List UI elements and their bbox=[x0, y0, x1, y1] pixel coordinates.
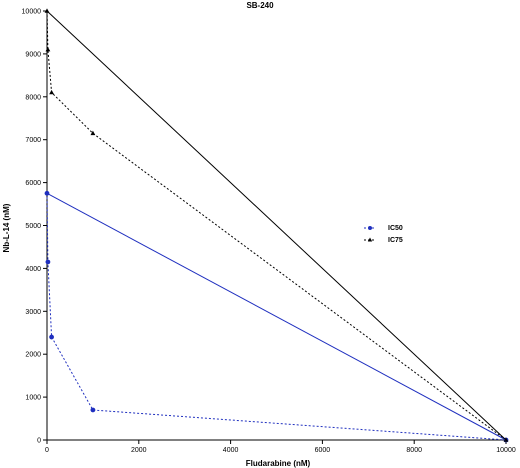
ic75-point bbox=[90, 130, 96, 136]
ic75-point bbox=[49, 89, 54, 95]
legend-ic50-label: IC50 bbox=[388, 225, 403, 232]
x-tick-label: 4000 bbox=[223, 447, 239, 454]
x-tick-label: 10000 bbox=[496, 447, 516, 454]
y-tick-label: 5000 bbox=[25, 223, 41, 230]
legend-ic50-marker bbox=[368, 226, 372, 230]
y-tick-label: 10000 bbox=[22, 9, 42, 16]
series-line-3 bbox=[46, 10, 507, 441]
ic50-point bbox=[49, 334, 54, 340]
y-tick-label: 0 bbox=[37, 438, 41, 445]
y-tick-label: 7000 bbox=[25, 137, 41, 144]
y-axis-title: Nb-L-14 (nM) bbox=[2, 203, 11, 252]
x-tick-label: 0 bbox=[45, 447, 49, 454]
ic50-point bbox=[45, 259, 51, 265]
x-axis-title: Fludarabine (nM) bbox=[246, 459, 311, 468]
y-tick-label: 9000 bbox=[25, 51, 41, 58]
y-tick-label: 8000 bbox=[25, 94, 41, 101]
x-tick-label: 8000 bbox=[406, 447, 422, 454]
chart-title: SB-240 bbox=[246, 1, 274, 10]
y-tick-label: 3000 bbox=[25, 309, 41, 316]
legend-ic75-marker bbox=[367, 237, 373, 242]
legend: IC50 IC75 bbox=[364, 225, 403, 244]
ic75-point bbox=[45, 47, 51, 52]
series-line-2 bbox=[46, 192, 507, 441]
y-tick-label: 4000 bbox=[25, 266, 41, 273]
x-tick-label: 2000 bbox=[131, 447, 147, 454]
legend-ic75-label: IC75 bbox=[388, 237, 403, 244]
x-tick-label: 6000 bbox=[315, 447, 331, 454]
y-tick-label: 2000 bbox=[25, 352, 41, 359]
y-tick-label: 6000 bbox=[25, 180, 41, 187]
ic50-point bbox=[90, 407, 96, 413]
y-tick-label: 1000 bbox=[25, 395, 41, 402]
plot-area: 0 1000 2000 3000 4000 5000 6000 7000 8000 9000 100… bbox=[22, 8, 516, 454]
series-line-0 bbox=[46, 193, 507, 441]
